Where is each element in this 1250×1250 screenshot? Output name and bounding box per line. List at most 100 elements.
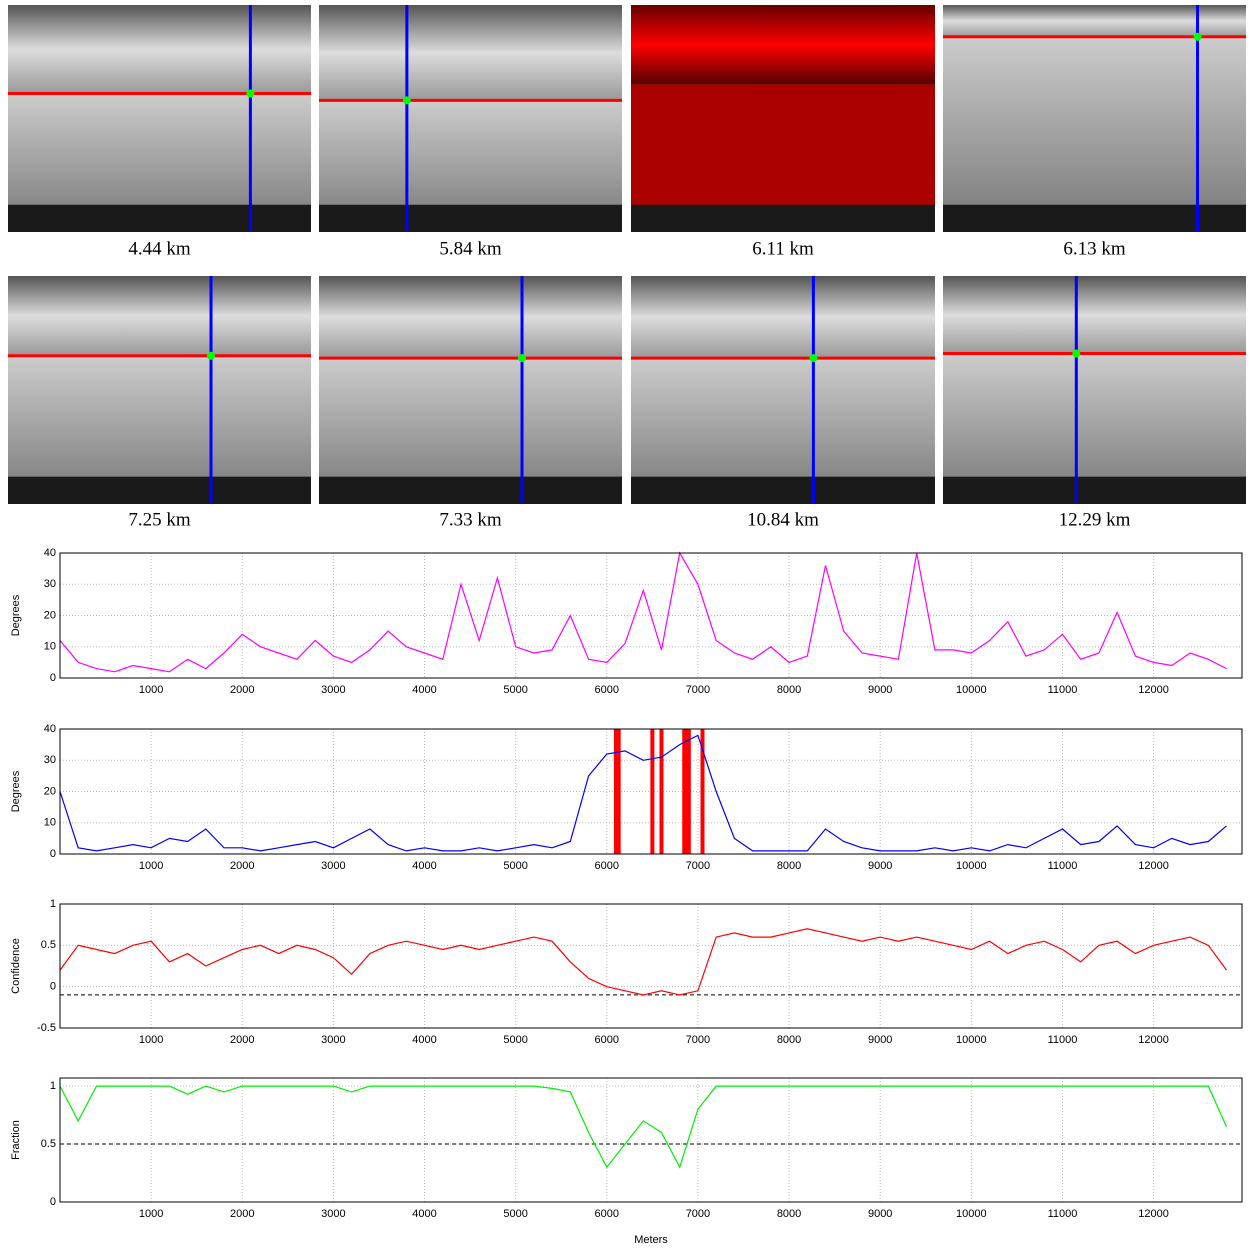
photo-sky (943, 276, 1246, 354)
photo-caption: 7.33 km (439, 509, 502, 530)
y-tick-label: 0.5 (41, 1138, 56, 1150)
y-tick-label: 40 (44, 547, 56, 559)
vanishing-point (1193, 32, 1202, 41)
vanishing-point (246, 89, 255, 98)
photo-sky (319, 276, 622, 359)
photo-caption: 5.84 km (439, 238, 502, 259)
x-tick-label: 3000 (321, 860, 345, 872)
photo-hood (319, 204, 622, 232)
y-tick-label: 1 (50, 898, 56, 910)
x-tick-label: 12000 (1138, 684, 1169, 696)
x-tick-label: 10000 (956, 1208, 987, 1220)
x-tick-label: 7000 (686, 860, 710, 872)
x-tick-label: 11000 (1048, 684, 1078, 696)
x-tick-label: 7000 (686, 684, 710, 696)
x-tick-label: 8000 (777, 1208, 801, 1220)
y-tick-label: -0.5 (37, 1022, 56, 1034)
y-axis-label: Degrees (10, 770, 22, 812)
x-tick-label: 4000 (412, 860, 436, 872)
x-tick-label: 5000 (503, 684, 527, 696)
x-tick-label: 10000 (956, 1034, 987, 1046)
x-tick-label: 9000 (868, 860, 892, 872)
plot-frame (59, 728, 1243, 855)
x-tick-label: 10000 (956, 684, 987, 696)
x-tick-label: 9000 (868, 1208, 892, 1220)
x-tick-label: 1000 (139, 1208, 163, 1220)
photo-hood (319, 476, 622, 504)
x-axis-label: Meters (634, 1234, 668, 1246)
vanishing-point (1072, 349, 1081, 358)
x-tick-label: 6000 (595, 1034, 619, 1046)
x-tick-label: 6000 (595, 684, 619, 696)
x-tick-label: 1000 (139, 684, 163, 696)
x-tick-label: 2000 (230, 1208, 254, 1220)
x-tick-label: 4000 (412, 684, 436, 696)
x-tick-label: 2000 (230, 860, 254, 872)
x-tick-label: 5000 (503, 1208, 527, 1220)
y-tick-label: 1 (50, 1080, 56, 1092)
y-tick-label: 30 (44, 754, 56, 766)
vanishing-point (402, 96, 411, 105)
photo-caption: 6.11 km (752, 238, 814, 259)
plot-frame (59, 903, 1243, 1029)
x-tick-label: 12000 (1138, 860, 1169, 872)
data-line (59, 928, 1227, 996)
photo-hood (631, 204, 935, 232)
y-tick-label: 20 (44, 609, 56, 621)
photo-caption: 10.84 km (747, 509, 819, 530)
x-tick-label: 5000 (503, 1034, 527, 1046)
photo-ground (943, 36, 1246, 232)
y-tick-label: 0 (50, 1196, 56, 1208)
x-tick-label: 6000 (595, 1208, 619, 1220)
x-tick-label: 5000 (503, 860, 527, 872)
y-axis-label: Degrees (10, 594, 22, 636)
photo-hood (8, 204, 311, 232)
y-tick-label: 30 (44, 578, 56, 590)
photo-sky (8, 276, 311, 356)
photo-caption: 7.25 km (128, 509, 191, 530)
photo-caption: 4.44 km (128, 238, 191, 259)
plot-frame (59, 552, 1243, 679)
x-tick-label: 6000 (595, 860, 619, 872)
x-tick-label: 3000 (321, 684, 345, 696)
x-tick-label: 8000 (777, 860, 801, 872)
data-line (59, 1085, 1228, 1169)
x-tick-label: 2000 (230, 1034, 254, 1046)
x-tick-label: 1000 (139, 1034, 163, 1046)
photo-sky (631, 5, 935, 85)
photo-hood (8, 476, 311, 504)
x-tick-label: 8000 (777, 1034, 801, 1046)
y-tick-label: 40 (44, 723, 56, 735)
y-tick-label: 10 (44, 641, 56, 653)
photo-sky (8, 5, 311, 94)
photo-sky (319, 5, 622, 101)
x-tick-label: 12000 (1138, 1034, 1169, 1046)
x-tick-label: 4000 (412, 1208, 436, 1220)
x-tick-label: 8000 (777, 684, 801, 696)
y-tick-label: 10 (44, 817, 56, 829)
y-tick-label: 20 (44, 785, 56, 797)
x-tick-label: 1000 (139, 860, 163, 872)
x-tick-label: 3000 (321, 1034, 345, 1046)
photo-sky (943, 5, 1246, 37)
y-tick-label: 0 (50, 672, 56, 684)
x-tick-label: 9000 (868, 1034, 892, 1046)
x-tick-label: 11000 (1048, 1034, 1078, 1046)
y-tick-label: 0 (50, 981, 56, 993)
x-tick-label: 10000 (956, 860, 987, 872)
x-tick-label: 11000 (1048, 860, 1078, 872)
x-tick-label: 12000 (1138, 1208, 1169, 1220)
y-axis-label: Fraction (10, 1120, 22, 1160)
x-tick-label: 3000 (321, 1208, 345, 1220)
photo-caption: 6.13 km (1063, 238, 1126, 259)
data-line (59, 734, 1227, 852)
y-axis-label: Confidence (10, 938, 22, 994)
plot-frame (59, 1077, 1243, 1203)
photo-sky (631, 276, 935, 359)
x-tick-label: 7000 (686, 1208, 710, 1220)
vanishing-point (207, 351, 216, 360)
x-tick-label: 2000 (230, 684, 254, 696)
y-tick-label: 0 (50, 848, 56, 860)
photo-hood (943, 476, 1246, 504)
